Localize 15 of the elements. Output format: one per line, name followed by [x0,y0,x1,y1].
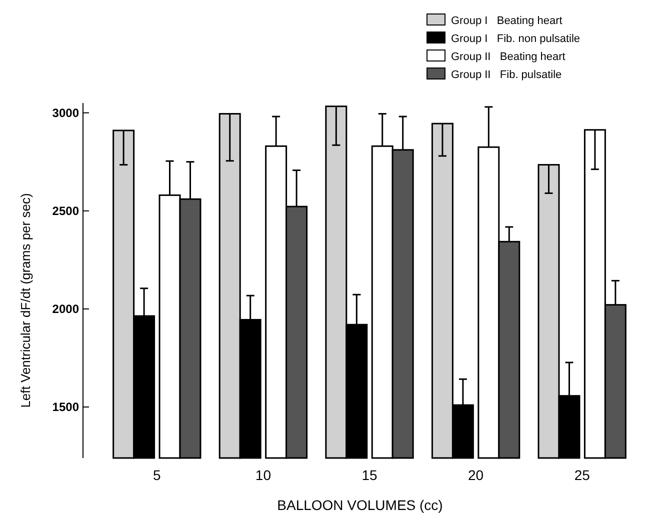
y-tick-label: 2000 [52,302,80,316]
legend-label: Group I Fib. non pulsatile [451,33,580,45]
y-tick-label: 2500 [52,204,80,218]
x-tick-label: 25 [574,467,590,483]
y-tick-label: 3000 [52,106,80,120]
x-tick-label: 20 [468,467,484,483]
legend-label: Group II Beating heart [451,51,566,63]
x-tick-label: 15 [362,467,378,483]
x-tick-label: 10 [255,467,272,483]
legend-label: Group I Beating heart [451,15,562,27]
x-tick-label: 5 [153,467,161,483]
legend-label: Group II Fib. pulsatile [451,69,562,81]
y-tick-label: 1500 [52,400,80,414]
x-axis-title: BALLOON VOLUMES (cc) [277,497,443,513]
y-axis-title: Left Ventricular dF/dt (grams per sec) [18,193,33,408]
